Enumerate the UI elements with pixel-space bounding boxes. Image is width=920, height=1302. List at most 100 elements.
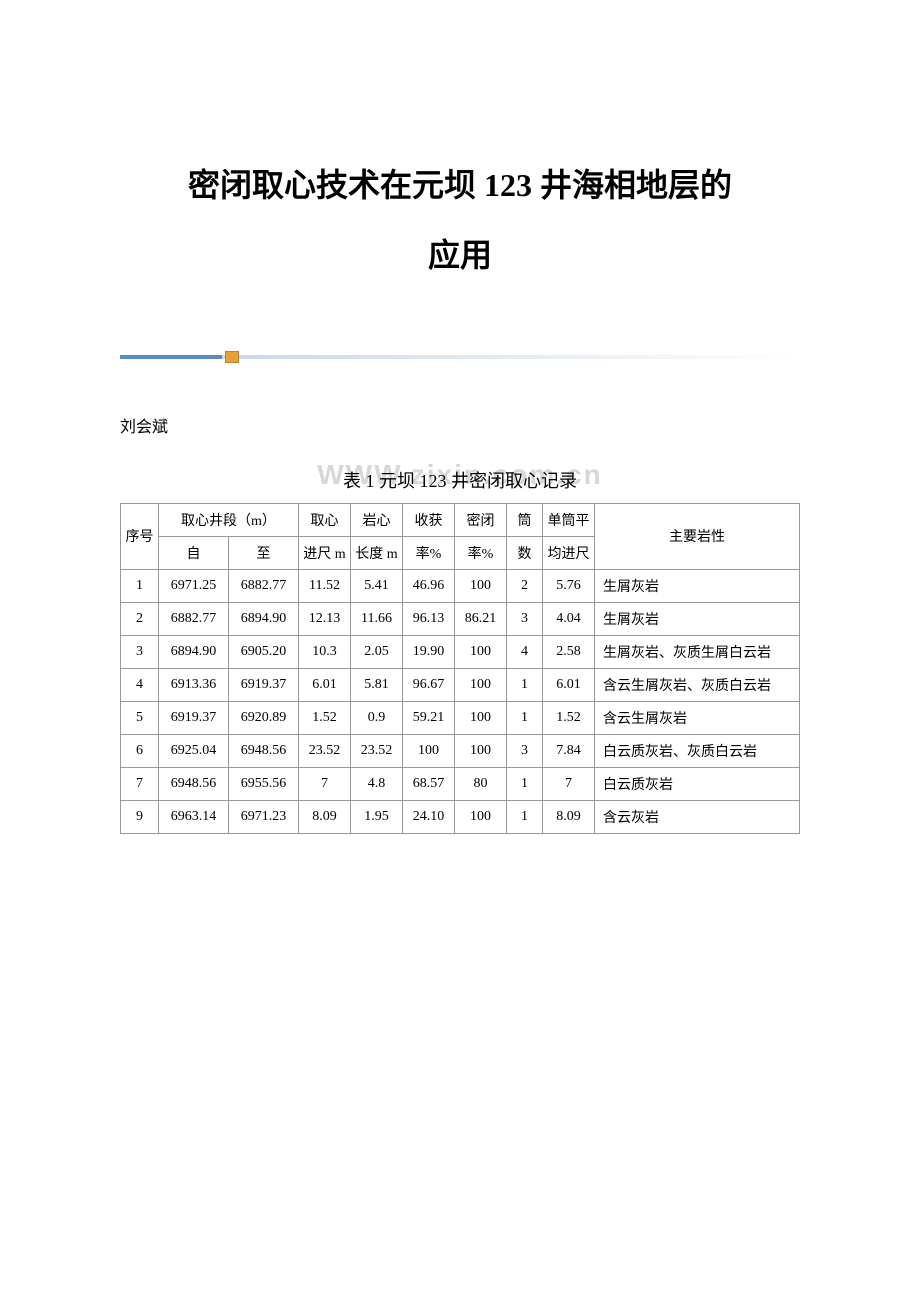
cell-lith: 含云灰岩 <box>595 800 800 833</box>
header-tubes-2: 数 <box>507 536 543 569</box>
cell-seq: 4 <box>121 668 159 701</box>
header-core-advance-1: 取心 <box>299 503 351 536</box>
cell-recovery: 96.67 <box>403 668 455 701</box>
cell-recovery: 68.57 <box>403 767 455 800</box>
header-core-advance-2: 进尺 m <box>299 536 351 569</box>
cell-seq: 9 <box>121 800 159 833</box>
coring-record-table: 序号 取心井段（m） 取心 岩心 收获 密闭 筒 单筒平 主要岩性 自 至 进尺… <box>120 503 800 834</box>
cell-seq: 6 <box>121 734 159 767</box>
cell-to: 6894.90 <box>229 602 299 635</box>
cell-avg: 2.58 <box>543 635 595 668</box>
cell-from: 6882.77 <box>159 602 229 635</box>
cell-to: 6971.23 <box>229 800 299 833</box>
cell-avg: 5.76 <box>543 569 595 602</box>
header-avg-2: 均进尺 <box>543 536 595 569</box>
title-line-2: 应用 <box>428 237 492 273</box>
table-body: 16971.256882.7711.525.4146.9610025.76生屑灰… <box>121 569 800 833</box>
cell-length: 23.52 <box>351 734 403 767</box>
header-depth-section: 取心井段（m） <box>159 503 299 536</box>
cell-from: 6963.14 <box>159 800 229 833</box>
cell-tubes: 4 <box>507 635 543 668</box>
cell-sealed: 86.21 <box>455 602 507 635</box>
table-row: 56919.376920.891.520.959.2110011.52含云生屑灰… <box>121 701 800 734</box>
cell-to: 6919.37 <box>229 668 299 701</box>
cell-lith: 含云生屑灰岩、灰质白云岩 <box>595 668 800 701</box>
cell-lith: 含云生屑灰岩 <box>595 701 800 734</box>
cell-to: 6905.20 <box>229 635 299 668</box>
cell-sealed: 100 <box>455 569 507 602</box>
cell-seq: 1 <box>121 569 159 602</box>
header-recovery-1: 收获 <box>403 503 455 536</box>
cell-lith: 生屑灰岩 <box>595 569 800 602</box>
cell-from: 6948.56 <box>159 767 229 800</box>
cell-seq: 7 <box>121 767 159 800</box>
table-row: 16971.256882.7711.525.4146.9610025.76生屑灰… <box>121 569 800 602</box>
header-recovery-2: 率% <box>403 536 455 569</box>
cell-lith: 白云质灰岩、灰质白云岩 <box>595 734 800 767</box>
cell-avg: 1.52 <box>543 701 595 734</box>
table-row: 26882.776894.9012.1311.6696.1386.2134.04… <box>121 602 800 635</box>
cell-advance: 8.09 <box>299 800 351 833</box>
author-name: 刘会斌 <box>120 413 800 437</box>
cell-length: 4.8 <box>351 767 403 800</box>
cell-lith: 生屑灰岩 <box>595 602 800 635</box>
cell-sealed: 100 <box>455 734 507 767</box>
cell-length: 5.41 <box>351 569 403 602</box>
cell-from: 6913.36 <box>159 668 229 701</box>
cell-from: 6971.25 <box>159 569 229 602</box>
cell-avg: 7.84 <box>543 734 595 767</box>
cell-avg: 4.04 <box>543 602 595 635</box>
title-line-1: 密闭取心技术在元坝 123 井海相地层的 <box>188 167 732 203</box>
table-header: 序号 取心井段（m） 取心 岩心 收获 密闭 筒 单筒平 主要岩性 自 至 进尺… <box>121 503 800 569</box>
header-depth-to: 至 <box>229 536 299 569</box>
cell-tubes: 1 <box>507 767 543 800</box>
cell-advance: 7 <box>299 767 351 800</box>
cell-from: 6894.90 <box>159 635 229 668</box>
cell-recovery: 59.21 <box>403 701 455 734</box>
cell-sealed: 100 <box>455 701 507 734</box>
cell-recovery: 46.96 <box>403 569 455 602</box>
cell-tubes: 1 <box>507 668 543 701</box>
cell-advance: 1.52 <box>299 701 351 734</box>
cell-tubes: 3 <box>507 734 543 767</box>
header-lithology: 主要岩性 <box>595 503 800 569</box>
cell-length: 2.05 <box>351 635 403 668</box>
cell-sealed: 100 <box>455 635 507 668</box>
cell-avg: 8.09 <box>543 800 595 833</box>
header-depth-from: 自 <box>159 536 229 569</box>
cell-recovery: 100 <box>403 734 455 767</box>
cell-from: 6919.37 <box>159 701 229 734</box>
cell-avg: 6.01 <box>543 668 595 701</box>
cell-advance: 10.3 <box>299 635 351 668</box>
divider-line <box>120 355 800 359</box>
table-row: 66925.046948.5623.5223.5210010037.84白云质灰… <box>121 734 800 767</box>
header-seq: 序号 <box>121 503 159 569</box>
table-section: WWW.zixin.com.cn 表 1 元坝 123 井密闭取心记录 序号 取… <box>120 467 800 834</box>
cell-lith: 生屑灰岩、灰质生屑白云岩 <box>595 635 800 668</box>
header-core-length-2: 长度 m <box>351 536 403 569</box>
cell-seq: 5 <box>121 701 159 734</box>
cell-recovery: 24.10 <box>403 800 455 833</box>
divider-box-icon <box>225 351 239 363</box>
cell-length: 1.95 <box>351 800 403 833</box>
header-sealed-2: 率% <box>455 536 507 569</box>
header-sealed-1: 密闭 <box>455 503 507 536</box>
cell-tubes: 3 <box>507 602 543 635</box>
cell-advance: 11.52 <box>299 569 351 602</box>
cell-lith: 白云质灰岩 <box>595 767 800 800</box>
cell-sealed: 80 <box>455 767 507 800</box>
document-title: 密闭取心技术在元坝 123 井海相地层的 应用 <box>120 150 800 291</box>
cell-sealed: 100 <box>455 668 507 701</box>
cell-seq: 2 <box>121 602 159 635</box>
table-row: 96963.146971.238.091.9524.1010018.09含云灰岩 <box>121 800 800 833</box>
header-avg-1: 单筒平 <box>543 503 595 536</box>
table-row: 46913.366919.376.015.8196.6710016.01含云生屑… <box>121 668 800 701</box>
cell-seq: 3 <box>121 635 159 668</box>
cell-to: 6920.89 <box>229 701 299 734</box>
cell-advance: 23.52 <box>299 734 351 767</box>
cell-advance: 12.13 <box>299 602 351 635</box>
table-caption: 表 1 元坝 123 井密闭取心记录 <box>120 467 800 493</box>
cell-avg: 7 <box>543 767 595 800</box>
cell-length: 11.66 <box>351 602 403 635</box>
table-header-row-1: 序号 取心井段（m） 取心 岩心 收获 密闭 筒 单筒平 主要岩性 <box>121 503 800 536</box>
